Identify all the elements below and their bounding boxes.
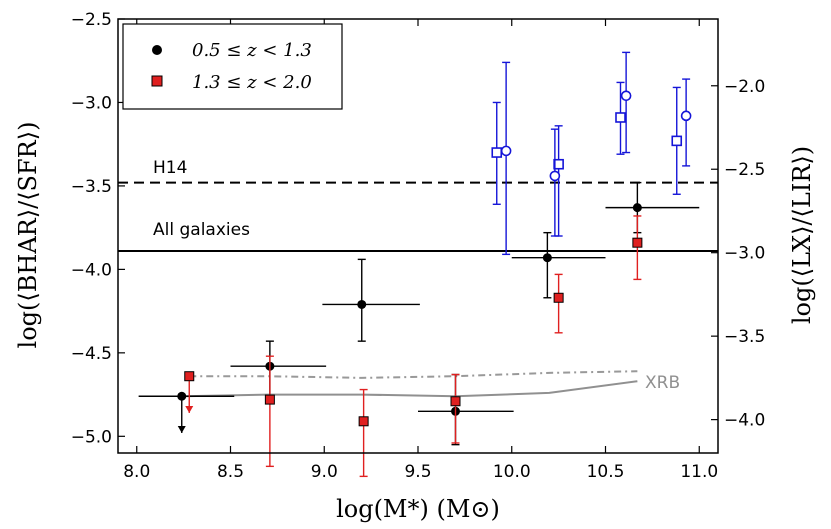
point-1-1	[264, 394, 275, 405]
y-right-tick-label-2: −3.0	[724, 244, 765, 264]
data-layer	[118, 51, 718, 478]
y-right-tick-label-0: −2.0	[724, 77, 765, 97]
point-1-3	[450, 396, 461, 407]
legend-marker-0	[152, 45, 162, 55]
point-2-0	[491, 147, 503, 158]
legend-label-1: 1.3 ≤ z < 2.0	[192, 72, 312, 93]
legend-marker-1	[151, 75, 163, 87]
y-right-axis-label: log(⟨LX⟩/⟨LIR⟩)	[788, 146, 816, 324]
x-tick-label-2: 9.0	[311, 462, 338, 482]
axis-ticks: 8.0 8.5 9.0 9.5 10.0 10.5 11.0 −2.5 −3.0 −3.5 −4.0…	[71, 10, 766, 482]
x-tick-label-4: 10.0	[493, 462, 531, 482]
point-1-5	[632, 237, 643, 248]
y-right-tick-label-1: −2.5	[724, 160, 765, 180]
point-3-1	[549, 170, 561, 182]
legend-label-0: 0.5 ≤ z < 1.3	[192, 40, 312, 61]
h14-label: H14	[153, 158, 187, 178]
y-tick-label-2: −3.5	[71, 177, 112, 197]
y-tick-label-0: −2.5	[71, 10, 112, 30]
point-1-0	[184, 371, 195, 382]
y-axis-label: log(⟨BHAR⟩/⟨SFR⟩)	[14, 122, 42, 349]
point-2-2	[615, 112, 626, 123]
x-tick-label-3: 9.5	[404, 462, 431, 482]
point-1-4	[553, 292, 564, 303]
point-2-3	[671, 135, 683, 147]
point-0-2	[357, 299, 367, 309]
y-tick-label-1: −3.0	[71, 93, 112, 113]
legend: 0.5 ≤ z < 1.3 1.3 ≤ z < 2.0	[122, 23, 343, 110]
x-tick-label-5: 10.5	[587, 462, 625, 482]
x-tick-label-0: 8.0	[123, 462, 150, 482]
point-3-3	[680, 110, 692, 122]
curve-1	[189, 370, 638, 379]
point-0-5	[632, 203, 642, 213]
point-3-2	[620, 90, 632, 102]
legend-box	[122, 23, 343, 110]
point-0-0	[177, 391, 187, 401]
xrb-label: XRB	[645, 373, 680, 393]
y-tick-label-3: −4.0	[71, 260, 112, 280]
y-tick-label-5: −5.0	[71, 427, 112, 447]
all-galaxies-label: All galaxies	[153, 220, 250, 240]
point-2-1	[553, 158, 564, 170]
uplim-arrow-0-0	[177, 425, 186, 433]
y-right-tick-label-3: −3.5	[724, 327, 765, 347]
point-3-0	[500, 145, 512, 157]
x-tick-label-6: 11.0	[680, 462, 718, 482]
x-axis-label: log(M*) (M⊙)	[336, 495, 500, 523]
point-1-2	[358, 416, 369, 427]
x-tick-label-1: 8.5	[217, 462, 244, 482]
y-tick-label-4: −4.5	[71, 344, 112, 364]
curve-0	[183, 380, 638, 398]
uplim-arrow-1-0	[185, 405, 194, 413]
y-right-tick-label-4: −4.0	[724, 411, 765, 431]
point-0-4	[542, 253, 552, 263]
